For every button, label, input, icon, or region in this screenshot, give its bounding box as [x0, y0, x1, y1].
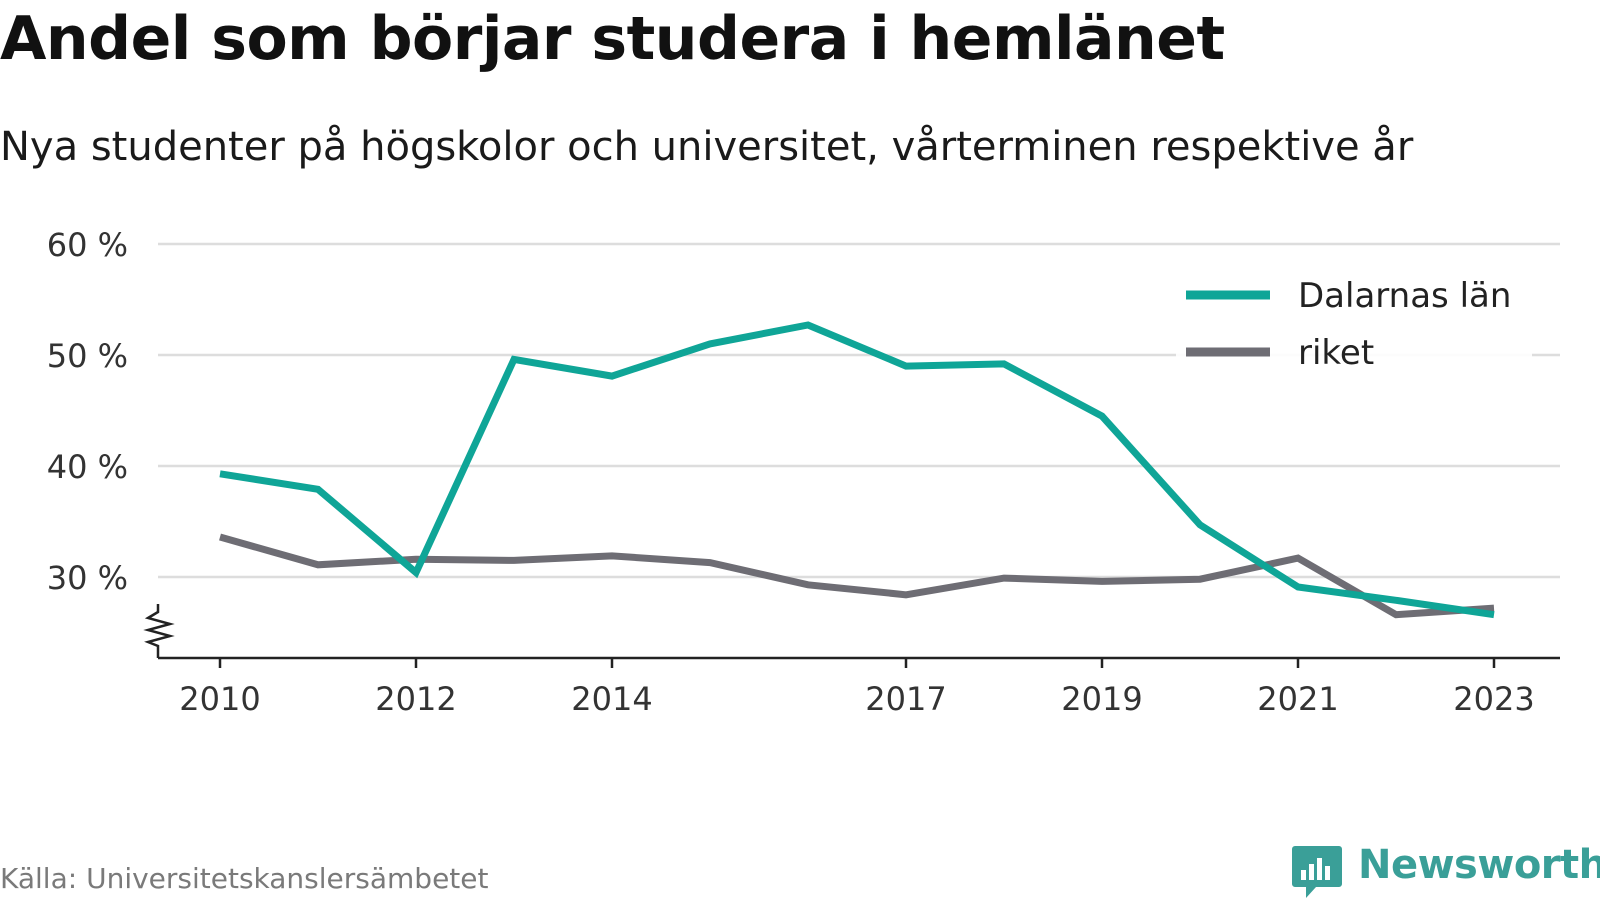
brand-logo: Newsworthy: [1280, 840, 1600, 898]
legend-background: [1176, 270, 1532, 382]
legend-label: riket: [1298, 333, 1374, 373]
y-tick-label: 30 %: [47, 559, 128, 597]
x-tick-label: 2010: [179, 680, 260, 718]
chart-subtitle: Nya studenter på högskolor och universit…: [0, 124, 1414, 170]
x-tick-label: 2023: [1453, 680, 1534, 718]
brand-name: Newsworthy: [1358, 842, 1600, 888]
chart-title: Andel som börjar studera i hemlänet: [0, 4, 1225, 74]
x-tick-label: 2017: [865, 680, 946, 718]
bar-chart-speech-bubble-icon: [1292, 846, 1342, 898]
x-tick-label: 2012: [375, 680, 456, 718]
y-tick-label: 60 %: [47, 226, 128, 264]
series-line-dalarnas-lan: [219, 321, 1495, 619]
source-note: Källa: Universitetskanslersämbetet: [0, 862, 489, 895]
x-tick-label: 2021: [1257, 680, 1338, 718]
y-tick-label: 50 %: [47, 337, 128, 375]
series-line-riket: [219, 533, 1495, 619]
y-tick-label: 40 %: [47, 448, 128, 486]
legend-label: Dalarnas län: [1298, 276, 1511, 316]
x-tick-label: 2019: [1061, 680, 1142, 718]
axis-break-icon: [143, 604, 175, 658]
x-tick-label: 2014: [571, 680, 652, 718]
